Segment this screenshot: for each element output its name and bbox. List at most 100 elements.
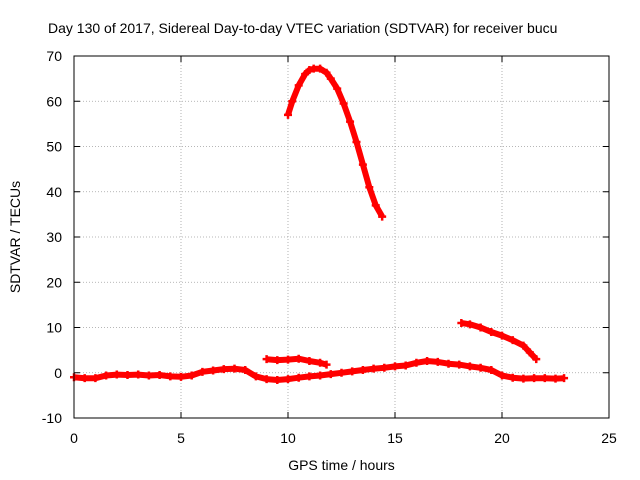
data-point <box>155 371 164 380</box>
x-tick-label: 25 <box>601 430 617 446</box>
data-point <box>365 183 374 192</box>
data-point <box>378 212 387 221</box>
data-point <box>241 366 250 375</box>
y-tick-label: 70 <box>46 48 62 64</box>
data-series-group <box>70 64 569 384</box>
data-point <box>305 372 314 381</box>
data-point <box>433 357 442 366</box>
data-point <box>423 356 432 365</box>
x-tick-label: 10 <box>280 430 296 446</box>
data-point <box>316 64 325 73</box>
series-late-arc <box>457 318 541 364</box>
data-point <box>519 341 528 350</box>
data-point <box>305 66 314 75</box>
data-point <box>508 336 517 345</box>
data-point <box>123 371 132 380</box>
data-point <box>166 372 175 381</box>
data-point <box>187 371 196 380</box>
data-point <box>337 368 346 377</box>
data-point <box>262 375 271 384</box>
data-point <box>380 363 389 372</box>
data-point <box>322 68 331 77</box>
y-tick-label: 20 <box>46 274 62 290</box>
data-point <box>134 370 143 379</box>
data-point <box>102 371 111 380</box>
x-tick-label: 0 <box>70 430 78 446</box>
data-point <box>284 375 292 384</box>
data-point <box>294 354 303 363</box>
series-line <box>285 65 385 219</box>
y-tick-label: 30 <box>46 229 62 245</box>
data-point <box>391 362 399 371</box>
data-point <box>198 367 207 376</box>
chart-title: Day 130 of 2017, Sidereal Day-to-day VTE… <box>48 20 557 36</box>
data-point <box>358 366 367 375</box>
axis-ticks: 0 5 10 15 20 25 -10 0 10 20 30 40 50 60 70 <box>42 48 617 446</box>
data-point <box>560 374 569 383</box>
data-point <box>251 372 260 381</box>
data-point <box>80 374 89 383</box>
data-point <box>230 364 239 373</box>
data-point <box>498 371 506 380</box>
data-point <box>316 358 325 367</box>
data-point <box>346 117 355 126</box>
data-point <box>322 360 331 369</box>
data-point <box>284 110 292 119</box>
data-point <box>508 373 517 382</box>
data-point <box>333 84 342 93</box>
data-point <box>498 331 506 340</box>
data-point <box>284 355 292 364</box>
data-point <box>209 366 218 375</box>
data-point <box>219 365 228 374</box>
series-baseline <box>70 356 569 384</box>
data-point <box>177 372 185 381</box>
y-tick-label: 0 <box>54 365 62 381</box>
data-point <box>301 70 310 79</box>
x-tick-label: 15 <box>387 430 403 446</box>
data-point <box>288 97 297 106</box>
data-point <box>144 371 153 380</box>
y-tick-label: 60 <box>46 93 62 109</box>
data-point <box>369 364 378 373</box>
grid <box>74 56 609 418</box>
series-high-arc <box>284 64 387 221</box>
data-point <box>326 74 335 83</box>
y-axis-label: SDTVAR / TECUs <box>7 181 23 293</box>
y-tick-label: 40 <box>46 184 62 200</box>
x-tick-label: 5 <box>177 430 185 446</box>
series-short-arc <box>262 354 331 369</box>
data-point <box>444 359 453 368</box>
data-point <box>551 374 560 383</box>
data-point <box>294 81 303 90</box>
data-point <box>339 99 348 108</box>
data-point <box>465 362 474 371</box>
data-point <box>412 358 421 367</box>
data-point <box>273 375 282 384</box>
x-axis-label: GPS time / hours <box>288 457 395 473</box>
data-point <box>476 323 485 332</box>
data-point <box>348 367 357 376</box>
data-point <box>273 356 282 365</box>
data-point <box>91 374 100 383</box>
data-point <box>455 360 464 369</box>
data-point <box>326 370 335 379</box>
data-point <box>532 355 541 364</box>
y-tick-label: 10 <box>46 320 62 336</box>
y-tick-label: -10 <box>42 410 62 426</box>
data-point <box>540 374 549 383</box>
data-point <box>112 370 121 379</box>
y-tick-label: 50 <box>46 139 62 155</box>
x-tick-label: 20 <box>494 430 510 446</box>
data-point <box>262 355 271 364</box>
data-point <box>316 371 325 380</box>
data-point <box>352 137 361 146</box>
data-point <box>457 318 466 327</box>
data-point <box>476 363 485 372</box>
data-point <box>305 356 314 365</box>
data-point <box>465 320 474 329</box>
data-point <box>358 160 367 169</box>
data-point <box>487 366 496 375</box>
data-point <box>519 374 528 383</box>
series-line <box>460 320 539 362</box>
data-point <box>294 373 303 382</box>
